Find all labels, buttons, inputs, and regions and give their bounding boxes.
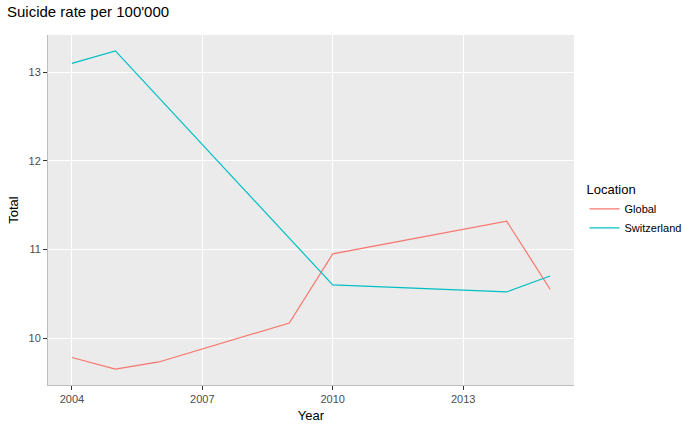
svg-text:2010: 2010 [320,393,344,405]
svg-text:Location: Location [587,182,636,197]
svg-text:2013: 2013 [451,393,475,405]
svg-text:Global: Global [625,203,657,215]
svg-text:Switzerland: Switzerland [625,222,682,234]
svg-text:Suicide rate per 100'000: Suicide rate per 100'000 [7,3,169,20]
svg-text:11: 11 [29,243,40,255]
svg-text:2007: 2007 [190,393,214,405]
svg-text:Year: Year [298,408,325,423]
svg-text:Total: Total [6,196,21,224]
svg-text:12: 12 [29,155,41,167]
svg-text:10: 10 [29,332,41,344]
svg-text:2004: 2004 [60,393,84,405]
svg-text:13: 13 [29,66,41,78]
